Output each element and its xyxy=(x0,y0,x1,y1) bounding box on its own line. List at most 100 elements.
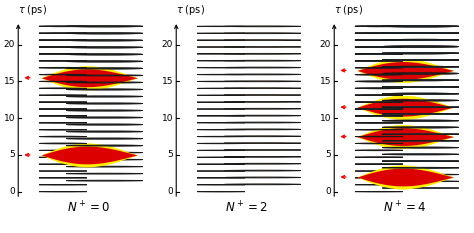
Ellipse shape xyxy=(39,67,87,68)
Ellipse shape xyxy=(39,95,87,96)
Ellipse shape xyxy=(382,26,459,27)
Ellipse shape xyxy=(66,89,143,90)
Text: 20: 20 xyxy=(319,40,331,49)
Ellipse shape xyxy=(66,110,143,111)
Ellipse shape xyxy=(66,131,143,132)
Ellipse shape xyxy=(382,174,459,175)
Ellipse shape xyxy=(224,74,301,75)
Ellipse shape xyxy=(382,93,459,94)
Text: 0: 0 xyxy=(9,187,15,196)
Ellipse shape xyxy=(39,88,87,89)
Ellipse shape xyxy=(382,46,459,47)
Ellipse shape xyxy=(355,150,403,151)
Ellipse shape xyxy=(39,102,87,103)
Ellipse shape xyxy=(66,40,143,41)
Ellipse shape xyxy=(66,40,143,41)
Ellipse shape xyxy=(224,143,301,144)
Ellipse shape xyxy=(39,143,87,144)
Text: 10: 10 xyxy=(162,114,173,123)
Ellipse shape xyxy=(382,107,459,108)
Ellipse shape xyxy=(355,95,403,96)
Ellipse shape xyxy=(66,131,143,132)
Ellipse shape xyxy=(382,39,459,40)
Ellipse shape xyxy=(355,150,403,151)
Ellipse shape xyxy=(355,81,403,82)
Ellipse shape xyxy=(224,122,301,123)
Ellipse shape xyxy=(355,67,403,68)
Ellipse shape xyxy=(355,102,403,103)
Ellipse shape xyxy=(382,167,459,168)
Ellipse shape xyxy=(66,103,143,104)
Ellipse shape xyxy=(355,88,403,89)
Ellipse shape xyxy=(382,134,459,135)
Text: 10: 10 xyxy=(3,114,15,123)
Ellipse shape xyxy=(382,107,459,108)
Ellipse shape xyxy=(224,81,301,82)
Ellipse shape xyxy=(382,107,459,108)
Ellipse shape xyxy=(382,26,459,27)
Ellipse shape xyxy=(355,26,403,27)
Ellipse shape xyxy=(382,120,459,121)
Ellipse shape xyxy=(66,96,143,97)
Ellipse shape xyxy=(197,95,245,96)
Ellipse shape xyxy=(382,167,459,168)
Ellipse shape xyxy=(197,81,245,82)
Ellipse shape xyxy=(382,100,459,101)
Ellipse shape xyxy=(39,143,87,144)
Ellipse shape xyxy=(382,39,459,40)
Ellipse shape xyxy=(382,26,459,27)
Ellipse shape xyxy=(382,66,459,67)
Ellipse shape xyxy=(382,86,459,87)
Ellipse shape xyxy=(66,82,143,83)
Ellipse shape xyxy=(382,80,459,81)
Ellipse shape xyxy=(39,81,87,82)
Ellipse shape xyxy=(66,138,143,139)
Ellipse shape xyxy=(382,39,459,40)
Ellipse shape xyxy=(355,74,403,75)
Ellipse shape xyxy=(66,173,143,174)
Ellipse shape xyxy=(66,117,143,118)
Ellipse shape xyxy=(355,157,403,158)
Ellipse shape xyxy=(382,127,459,128)
Ellipse shape xyxy=(224,26,301,27)
Text: 5: 5 xyxy=(9,151,15,159)
Ellipse shape xyxy=(382,46,459,47)
Ellipse shape xyxy=(224,150,301,151)
Text: $\tau$ (ps): $\tau$ (ps) xyxy=(18,3,47,17)
Ellipse shape xyxy=(39,26,87,27)
Ellipse shape xyxy=(355,26,403,27)
Ellipse shape xyxy=(224,60,301,61)
Text: 15: 15 xyxy=(3,77,15,86)
Ellipse shape xyxy=(66,180,143,181)
Ellipse shape xyxy=(66,166,143,167)
Ellipse shape xyxy=(224,170,301,171)
Text: $N^+=4$: $N^+=4$ xyxy=(383,201,426,216)
Ellipse shape xyxy=(382,46,459,47)
Ellipse shape xyxy=(382,154,459,155)
Ellipse shape xyxy=(355,26,403,27)
Ellipse shape xyxy=(355,95,403,96)
Ellipse shape xyxy=(224,129,301,130)
Ellipse shape xyxy=(224,101,301,102)
Ellipse shape xyxy=(355,33,403,34)
Ellipse shape xyxy=(39,74,87,75)
Ellipse shape xyxy=(39,33,87,34)
Ellipse shape xyxy=(66,54,143,55)
Ellipse shape xyxy=(224,156,301,157)
Ellipse shape xyxy=(66,145,143,146)
Ellipse shape xyxy=(382,86,459,87)
Ellipse shape xyxy=(66,26,143,27)
Ellipse shape xyxy=(224,88,301,89)
Ellipse shape xyxy=(224,33,301,34)
Ellipse shape xyxy=(39,33,87,34)
Ellipse shape xyxy=(224,177,301,178)
Ellipse shape xyxy=(355,143,403,144)
Ellipse shape xyxy=(382,26,459,27)
Ellipse shape xyxy=(66,61,143,62)
Ellipse shape xyxy=(66,33,143,34)
Text: 0: 0 xyxy=(167,187,173,196)
Ellipse shape xyxy=(382,39,459,40)
Ellipse shape xyxy=(39,26,87,27)
Ellipse shape xyxy=(382,80,459,81)
Ellipse shape xyxy=(197,33,245,34)
